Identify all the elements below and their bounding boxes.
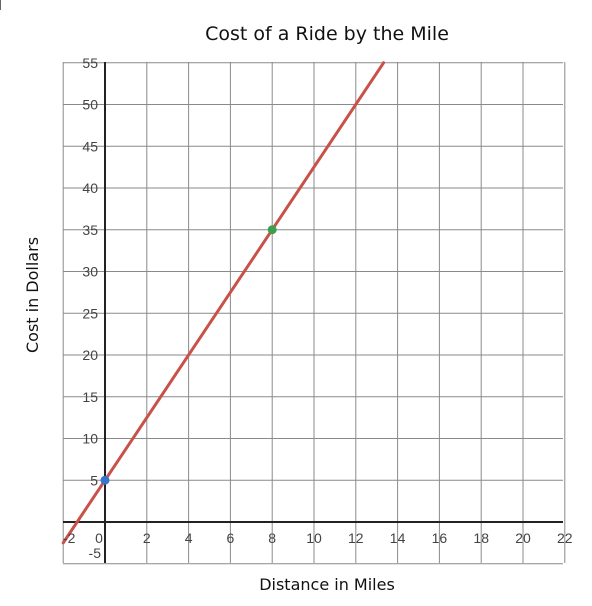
- y-tick-label: 10: [82, 431, 98, 447]
- y-tick-label: 30: [82, 264, 98, 280]
- x-tick-label: -2: [63, 530, 76, 546]
- x-tick-label: 2: [143, 530, 151, 546]
- series-group: [61, 61, 386, 545]
- x-tick-labels: -2 0 2 4 6 8 10 12 14 16 18 20 22: [63, 530, 573, 546]
- series-line: [61, 61, 386, 545]
- y-axis-label: Cost in Dollars: [23, 237, 42, 353]
- x-tick-label: 12: [348, 530, 364, 546]
- points-group: [100, 225, 277, 485]
- x-tick-label: 10: [306, 530, 322, 546]
- y-tick-labels: -5 5 10 15 20 25 30 35 40 45 50 55: [82, 55, 101, 561]
- y-tick-label: 15: [82, 389, 98, 405]
- y-tick-label: 40: [82, 180, 98, 196]
- chart-title: Cost of a Ride by the Mile: [205, 23, 449, 45]
- x-tick-label: 4: [185, 530, 193, 546]
- x-tick-label: 6: [227, 530, 235, 546]
- y-tick-label: 55: [82, 55, 98, 71]
- y-tick-label: 5: [90, 472, 98, 488]
- axes: [63, 62, 563, 563]
- y-tick-label: -5: [89, 545, 102, 561]
- y-tick-label: 45: [82, 138, 98, 154]
- grid: [62, 62, 566, 565]
- y-tick-label: 35: [82, 222, 98, 238]
- data-point: [267, 225, 277, 235]
- x-tick-label: 18: [473, 530, 489, 546]
- data-point: [100, 475, 110, 485]
- x-tick-label: 20: [515, 530, 531, 546]
- x-tick-label: 14: [390, 530, 406, 546]
- x-axis-label: Distance in Miles: [259, 575, 395, 594]
- x-tick-label: 22: [557, 530, 573, 546]
- corner-mark: [0, 0, 1, 10]
- x-tick-label: 16: [432, 530, 448, 546]
- y-tick-label: 20: [82, 347, 98, 363]
- y-tick-label: 25: [82, 305, 98, 321]
- x-tick-label: 8: [268, 530, 276, 546]
- y-tick-label: 50: [82, 97, 98, 113]
- x-tick-label: 0: [95, 530, 103, 546]
